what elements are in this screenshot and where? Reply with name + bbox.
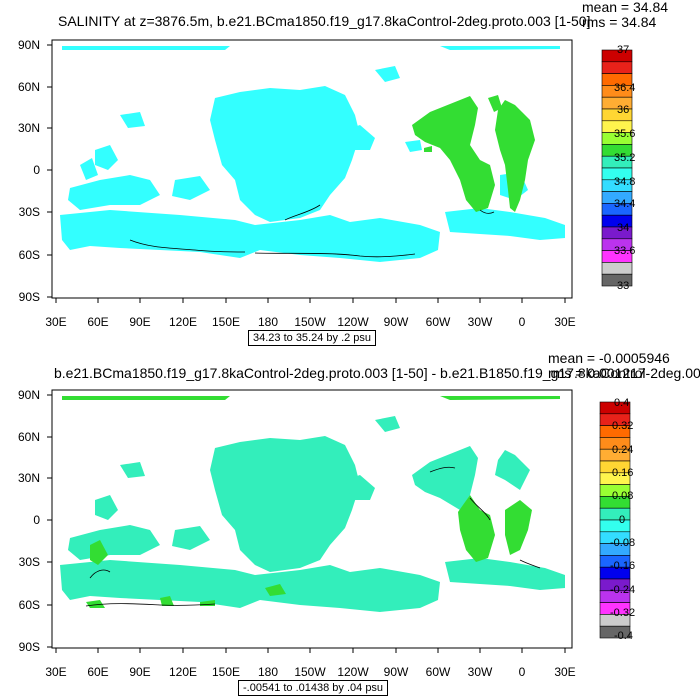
mean-stat: mean = -0.0005946 <box>548 350 670 366</box>
lat-label: 90S <box>18 290 40 304</box>
colorbar-label: -0.24 <box>610 584 636 596</box>
lon-label: 60E <box>87 315 109 329</box>
colorbar <box>601 49 633 287</box>
colorbar-label: -0.08 <box>610 537 636 549</box>
ocean-fill-teal <box>60 416 565 612</box>
lat-label: 90N <box>17 38 40 52</box>
lat-label: 30S <box>18 205 40 219</box>
colorbar-label: 0.32 <box>612 420 634 432</box>
lat-label: 60S <box>18 248 40 262</box>
lon-label: 90E <box>129 315 151 329</box>
lon-label: 30E <box>45 665 67 679</box>
ocean-fill-green <box>62 396 560 608</box>
ocean-fill-green <box>412 95 535 212</box>
lon-label: 90W <box>383 665 409 679</box>
colorbar-label: 34.4 <box>614 198 636 210</box>
colorbar-label: 35.2 <box>614 152 636 164</box>
colorbar-swatch <box>599 625 631 639</box>
rms-stat: rms = 34.84 <box>582 14 657 30</box>
lat-label: 60N <box>17 430 40 444</box>
lon-label: 60W <box>425 315 451 329</box>
colorbar-label: 36 <box>617 104 630 116</box>
lon-label: 150E <box>211 315 241 329</box>
colorbar-label: 36.4 <box>614 82 636 94</box>
lon-label: 30E <box>554 665 576 679</box>
map-canvas <box>47 39 633 303</box>
map-panel-salinity: SALINITY at z=3876.5m, b.e21.BCma1850.f1… <box>17 0 669 346</box>
colorbar-label: 0 <box>619 514 626 526</box>
lon-label: 60W <box>425 665 451 679</box>
colorbar-swatch <box>599 507 631 521</box>
lat-label: 0 <box>33 163 40 177</box>
lat-label: 60S <box>18 598 40 612</box>
lon-label: 30E <box>45 315 67 329</box>
colorbar-label: 0.24 <box>612 444 634 456</box>
lon-label: 120W <box>337 665 369 679</box>
lon-label: 120E <box>168 315 198 329</box>
lat-label: 30S <box>18 555 40 569</box>
colorbar <box>599 401 631 639</box>
contour-info-box: 34.23 to 35.24 by .2 psu <box>248 330 377 346</box>
lon-label: 120W <box>337 315 369 329</box>
colorbar-label: -0.16 <box>610 560 636 572</box>
map-canvas <box>47 389 631 653</box>
lon-label: 180 <box>257 665 279 679</box>
lon-label: 60E <box>87 665 109 679</box>
colorbar-label: -0.4 <box>614 630 633 642</box>
rms-stat: rms = 0.001217 <box>548 365 646 381</box>
lon-label: 30W <box>467 665 493 679</box>
lat-label: 90N <box>17 388 40 402</box>
lat-label: 60N <box>17 80 40 94</box>
colorbar-label: 0.08 <box>612 490 634 502</box>
colorbar-label: 33 <box>617 280 630 292</box>
colorbar-label: 34 <box>617 222 630 234</box>
lon-label: 0 <box>518 665 526 679</box>
contour-lines <box>129 204 495 258</box>
colorbar-label: -0.32 <box>610 607 636 619</box>
colorbar-label: 37 <box>617 44 630 56</box>
plot-title: b.e21.BCma1850.f19_g17.8kaControl-2deg.p… <box>54 365 700 381</box>
colorbar-label: 35.6 <box>614 128 636 140</box>
lon-label: 120E <box>168 665 198 679</box>
lon-label: 30W <box>467 315 493 329</box>
map-panel-difference: b.e21.BCma1850.f19_g17.8kaControl-2deg.p… <box>0 350 700 700</box>
colorbar-label: 34.8 <box>614 176 636 188</box>
contour-info-box: -.00541 to .01438 by .04 psu <box>238 680 389 696</box>
lat-label: 90S <box>18 640 40 654</box>
colorbar-label: 33.6 <box>614 245 636 257</box>
lat-label: 30N <box>17 471 40 485</box>
mean-stat: mean = 34.84 <box>582 0 669 15</box>
colorbar-swatch <box>601 61 633 74</box>
lon-label: 30E <box>554 315 576 329</box>
colorbar-label: 0.4 <box>614 397 630 409</box>
lon-label: 150W <box>294 665 326 679</box>
lon-label: 90E <box>129 665 151 679</box>
plot-title: SALINITY at z=3876.5m, b.e21.BCma1850.f1… <box>58 13 591 29</box>
axis-ticks <box>47 44 566 303</box>
lon-label: 180 <box>257 315 279 329</box>
colorbar-label: 0.16 <box>612 467 634 479</box>
axis-ticks <box>47 394 566 653</box>
colorbar-swatch <box>599 519 631 533</box>
colorbar-swatch <box>601 262 633 275</box>
contour-lines <box>85 466 541 607</box>
lat-label: 0 <box>33 513 40 527</box>
lon-label: 90W <box>383 315 409 329</box>
lon-label: 150E <box>211 665 241 679</box>
lat-label: 30N <box>17 121 40 135</box>
ocean-fill-cyan <box>60 46 565 262</box>
lon-label: 150W <box>294 315 326 329</box>
lon-label: 0 <box>518 315 526 329</box>
colorbar-swatch <box>601 273 633 287</box>
